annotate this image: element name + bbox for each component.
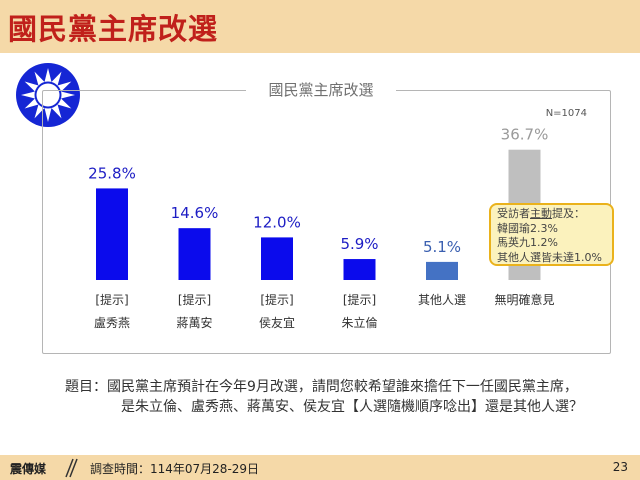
category-label: 朱立倫 [341, 315, 377, 330]
survey-question: 題目：國民黨主席預計在今年9月改選，請問您較希望誰來擔任下一任國民黨主席， 是朱… [65, 377, 635, 417]
category-label: 無明確意見 [494, 292, 554, 307]
kmt-emblem-graphic [16, 63, 80, 127]
category-label: 盧秀燕 [94, 316, 130, 330]
question-line-1: 題目：國民黨主席預計在今年9月改選，請問您較希望誰來擔任下一任國民黨主席， [65, 379, 578, 395]
note-line: 其他人選皆未達1.0% [497, 250, 602, 264]
bar [178, 228, 211, 280]
category-label: 蔣萬安 [176, 315, 212, 330]
category-label: 侯友宜 [259, 315, 295, 330]
bar-value-label: 5.1% [423, 238, 461, 256]
note-line: 馬英九1.2% [497, 236, 558, 249]
spontaneous-mention-note: 受訪者主動提及： 韓國瑜2.3% 馬英九1.2% 其他人選皆未達1.0% [489, 203, 614, 266]
bar-value-label: 25.8% [88, 164, 136, 182]
category-label: 其他人選 [418, 293, 466, 307]
bar [261, 237, 293, 280]
bar-value-label: 5.9% [340, 235, 378, 253]
note-line: 韓國瑜2.3% [497, 221, 558, 235]
page-title: 國民黨主席改選 [8, 12, 219, 46]
footer-source: 震傳媒 [10, 462, 47, 476]
header-bar: 國民黨主席改選 [0, 0, 640, 53]
category-label: [提示] [95, 292, 128, 307]
category-label: [提示] [260, 292, 293, 307]
bar [343, 259, 376, 280]
sample-size-label: N=1074 [546, 108, 587, 119]
bar [96, 188, 128, 280]
category-label: [提示] [343, 292, 376, 307]
category-label: [提示] [178, 292, 211, 307]
chart-title: 國民黨主席改選 [246, 80, 396, 100]
bar-value-label: 36.7% [501, 126, 549, 144]
survey-period: 調查時間：114年07月28-29日 [90, 462, 260, 476]
question-line-2: 是朱立倫、盧秀燕、蔣萬安、侯友宜【人選隨機順序唸出】還是其他人選？ [121, 399, 583, 415]
kmt-emblem-icon [15, 62, 81, 132]
note-heading: 受訪者主動提及： [497, 207, 585, 220]
double-slash-icon [65, 458, 78, 478]
footer-bar: 震傳媒 調查時間：114年07月28-29日 23 [0, 455, 640, 480]
bar [426, 261, 458, 280]
bar-value-label: 12.0% [253, 213, 301, 231]
bar-value-label: 14.6% [171, 204, 219, 222]
page-number: 23 [612, 460, 628, 474]
